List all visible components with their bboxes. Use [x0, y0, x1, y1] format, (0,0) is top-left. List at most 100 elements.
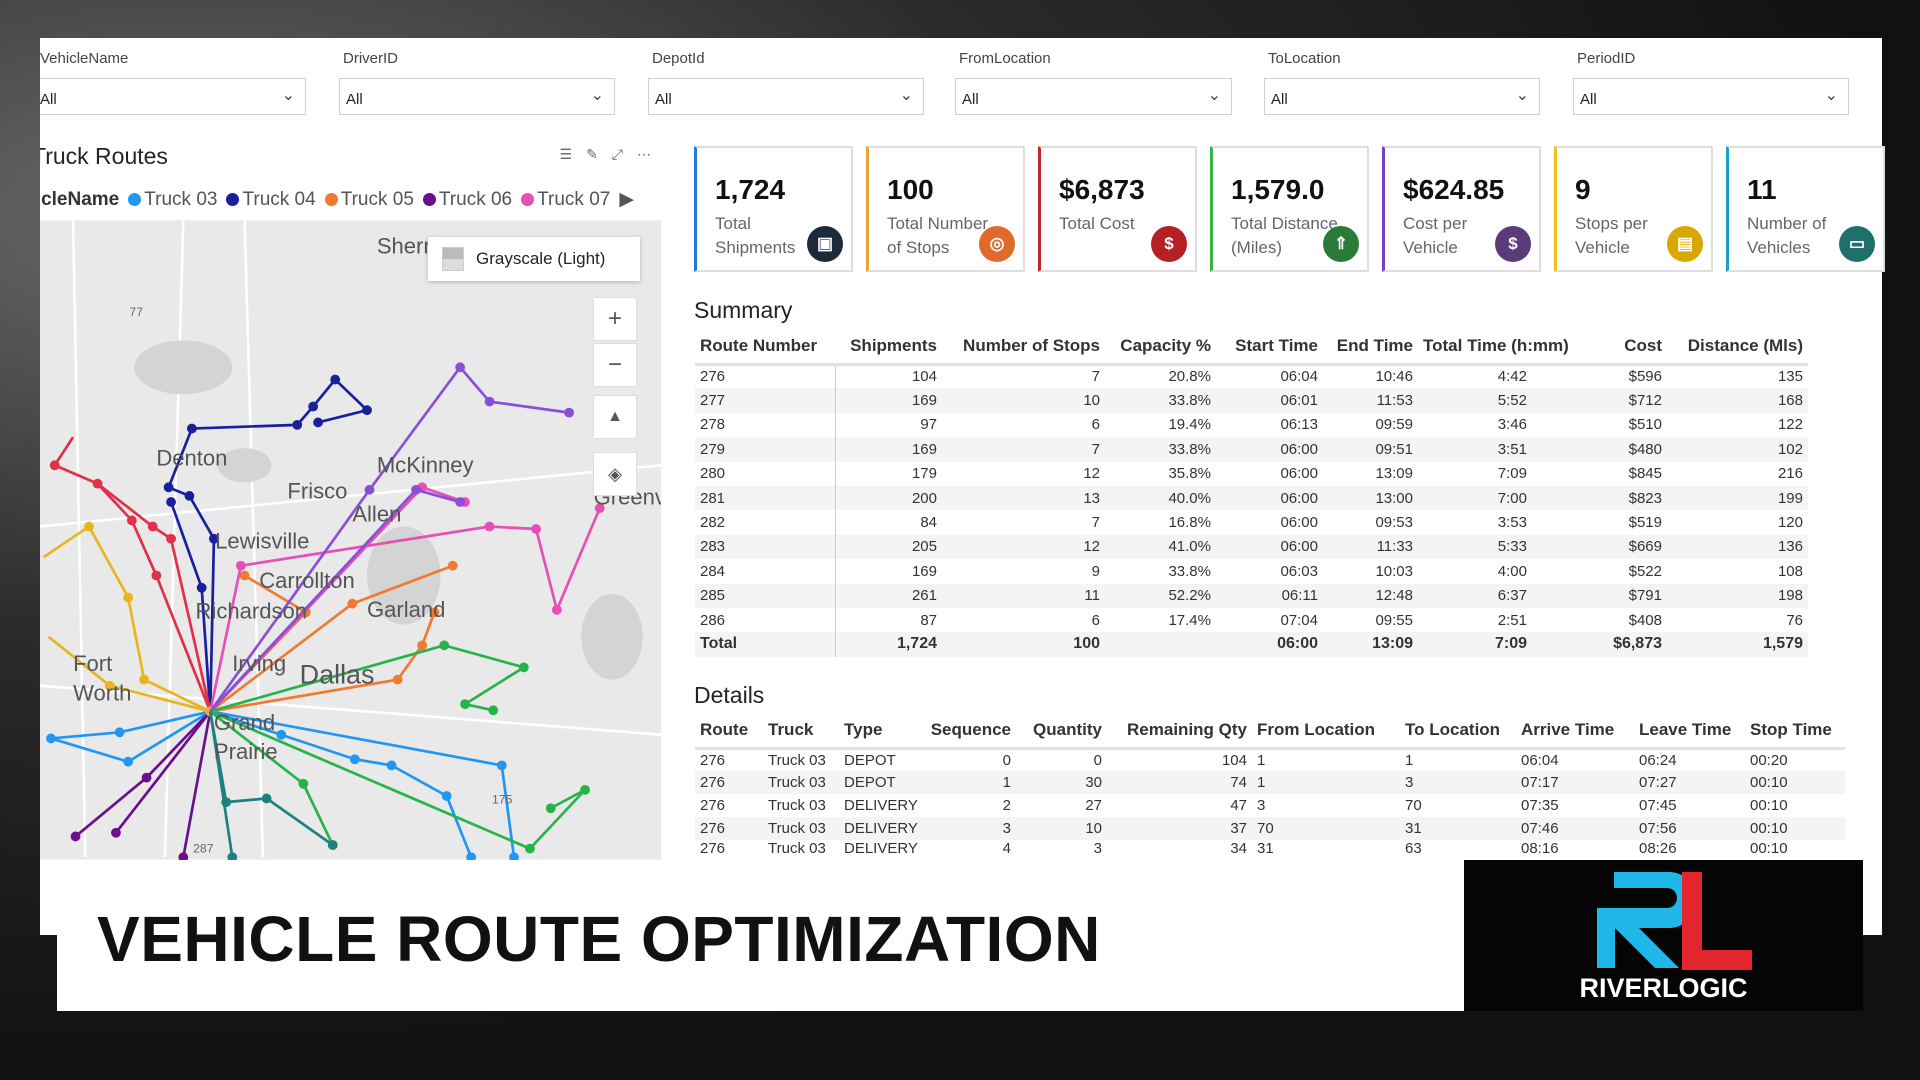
table-row[interactable]: 283 205 12 41.0% 06:00 11:33 5:33 $669 136	[695, 534, 1808, 560]
column-header[interactable]: Quantity	[1016, 714, 1107, 750]
route-stop[interactable]	[186, 423, 197, 434]
route-stop[interactable]	[123, 756, 134, 767]
route-line[interactable]	[52, 436, 212, 712]
route-stop[interactable]	[184, 491, 195, 501]
column-header[interactable]: Route	[695, 714, 763, 750]
route-stop[interactable]	[70, 831, 81, 842]
route-stop[interactable]	[545, 803, 556, 814]
table-row[interactable]: 276 Truck 03 DEPOT 1 30 74 1 3 07:17 07:27 00:10	[695, 771, 1845, 794]
table-row[interactable]: 276 Truck 03 DELIVERY 2 27 47 3 70 07:35 07:45 00:…	[695, 794, 1845, 817]
route-stop[interactable]	[239, 570, 250, 581]
table-row[interactable]: 276 104 7 20.8% 06:04 10:46 4:42 $596 135	[695, 364, 1808, 389]
column-header[interactable]: Total Time (h:mm)	[1418, 330, 1569, 366]
route-stop[interactable]	[114, 727, 125, 738]
column-header[interactable]: From Location	[1252, 714, 1400, 750]
legend-item[interactable]: Truck 07	[521, 189, 610, 211]
route-stop[interactable]	[84, 521, 94, 532]
more-options-icon[interactable]: ⋯	[637, 146, 651, 162]
route-stop[interactable]	[429, 607, 440, 618]
route-line[interactable]	[208, 711, 234, 858]
route-stop[interactable]	[488, 705, 499, 716]
route-stop[interactable]	[308, 401, 319, 412]
filter-dropdown-vehiclename[interactable]: All ⌄	[40, 78, 306, 115]
route-stop[interactable]	[292, 419, 303, 430]
route-stop[interactable]	[455, 497, 466, 507]
route-map[interactable]: ShermDentonFriscoMcKinneyAllenLewisville…	[40, 220, 661, 860]
legend-next-arrow-icon[interactable]: ▶	[619, 189, 634, 210]
column-header[interactable]: Distance (Mls)	[1667, 330, 1808, 366]
route-stop[interactable]	[484, 521, 495, 532]
route-stop[interactable]	[466, 852, 477, 860]
route-stop[interactable]	[439, 640, 450, 651]
route-stop[interactable]	[441, 791, 452, 801]
kpi-card[interactable]: $624.85 Cost per Vehicle $	[1382, 146, 1541, 272]
route-line[interactable]	[114, 710, 212, 834]
route-stop[interactable]	[551, 604, 562, 615]
focus-mode-icon[interactable]: ⤢	[611, 146, 623, 162]
route-stop[interactable]	[141, 772, 152, 783]
route-stop[interactable]	[594, 503, 605, 514]
table-row[interactable]: 276 Truck 03 DELIVERY 4 3 34 31 63 08:16 08:26 00:…	[695, 840, 1845, 857]
kpi-card[interactable]: 100 Total Number of Stops ◎	[866, 146, 1025, 272]
route-line[interactable]	[96, 482, 212, 712]
route-stop[interactable]	[49, 460, 60, 471]
format-icon[interactable]: ✎	[586, 146, 598, 162]
filter-dropdown-driverid[interactable]: All ⌄	[339, 78, 615, 115]
route-stop[interactable]	[104, 680, 115, 691]
route-stop[interactable]	[139, 674, 150, 685]
column-header[interactable]: Sequence	[925, 714, 1016, 750]
table-row[interactable]: 282 84 7 16.8% 06:00 09:53 3:53 $519 120	[695, 510, 1808, 535]
table-row[interactable]: 276 Truck 03 DELIVERY 3 10 37 70 31 07:46 07:56 00…	[695, 817, 1845, 840]
route-stop[interactable]	[46, 733, 56, 744]
route-stop[interactable]	[518, 662, 529, 673]
route-stop[interactable]	[362, 405, 372, 416]
filter-dropdown-depotid[interactable]: All ⌄	[648, 78, 924, 115]
zoom-in-button[interactable]: +	[593, 297, 637, 341]
route-stop[interactable]	[455, 362, 466, 373]
route-stop[interactable]	[298, 778, 309, 789]
route-stop[interactable]	[166, 533, 176, 544]
table-row[interactable]: 277 169 10 33.8% 06:01 11:53 5:52 $712 168	[695, 388, 1808, 413]
route-stop[interactable]	[447, 560, 458, 571]
table-row[interactable]: 278 97 6 19.4% 06:13 09:59 3:46 $510 122	[695, 412, 1808, 438]
route-stop[interactable]	[111, 827, 121, 838]
route-stop[interactable]	[178, 852, 189, 860]
kpi-card[interactable]: $6,873 Total Cost $	[1038, 146, 1197, 272]
column-header[interactable]: Route Number	[695, 330, 835, 366]
route-stop[interactable]	[411, 484, 421, 495]
column-header[interactable]: Start Time	[1216, 330, 1323, 366]
legend-item[interactable]: Truck 04	[226, 189, 316, 211]
route-stop[interactable]	[227, 852, 238, 860]
table-row[interactable]: 276 Truck 03 DEPOT 0 0 104 1 1 06:04 06:24 00:20	[695, 748, 1845, 771]
route-stop[interactable]	[347, 598, 358, 609]
route-stop[interactable]	[166, 497, 176, 507]
route-stop[interactable]	[163, 482, 174, 493]
kpi-card[interactable]: 1,724 Total Shipments ▣	[694, 146, 853, 272]
route-stop[interactable]	[151, 570, 162, 581]
column-header[interactable]: To Location	[1400, 714, 1516, 750]
route-stop[interactable]	[580, 784, 590, 795]
route-stop[interactable]	[126, 515, 137, 526]
column-header[interactable]: Cost	[1532, 330, 1667, 366]
route-stop[interactable]	[417, 640, 428, 651]
route-stop[interactable]	[392, 674, 403, 685]
table-row[interactable]: 284 169 9 33.8% 06:03 10:03 4:00 $522 108	[695, 559, 1808, 584]
route-stop[interactable]	[327, 840, 338, 850]
column-header[interactable]: Remaining Qty	[1107, 714, 1252, 750]
route-stop[interactable]	[209, 533, 219, 544]
table-row[interactable]: 281 200 13 40.0% 06:00 13:00 7:00 $823 199	[695, 485, 1808, 511]
route-stop[interactable]	[525, 843, 535, 854]
route-line[interactable]	[209, 710, 587, 851]
route-stop[interactable]	[196, 582, 207, 593]
kpi-card[interactable]: 11 Number of Vehicles ▭	[1726, 146, 1885, 272]
tilt-button[interactable]: ▲	[593, 395, 637, 439]
route-stop[interactable]	[386, 760, 397, 771]
filter-dropdown-fromlocation[interactable]: All ⌄	[955, 78, 1232, 115]
filter-dropdown-tolocation[interactable]: All ⌄	[1264, 78, 1540, 115]
column-header[interactable]: Type	[839, 714, 925, 750]
route-stop[interactable]	[509, 852, 519, 860]
zoom-out-button[interactable]: −	[593, 343, 637, 387]
column-header[interactable]: Truck	[763, 714, 839, 750]
column-header[interactable]: Arrive Time	[1516, 714, 1634, 750]
legend-item[interactable]: Truck 05	[324, 189, 414, 211]
